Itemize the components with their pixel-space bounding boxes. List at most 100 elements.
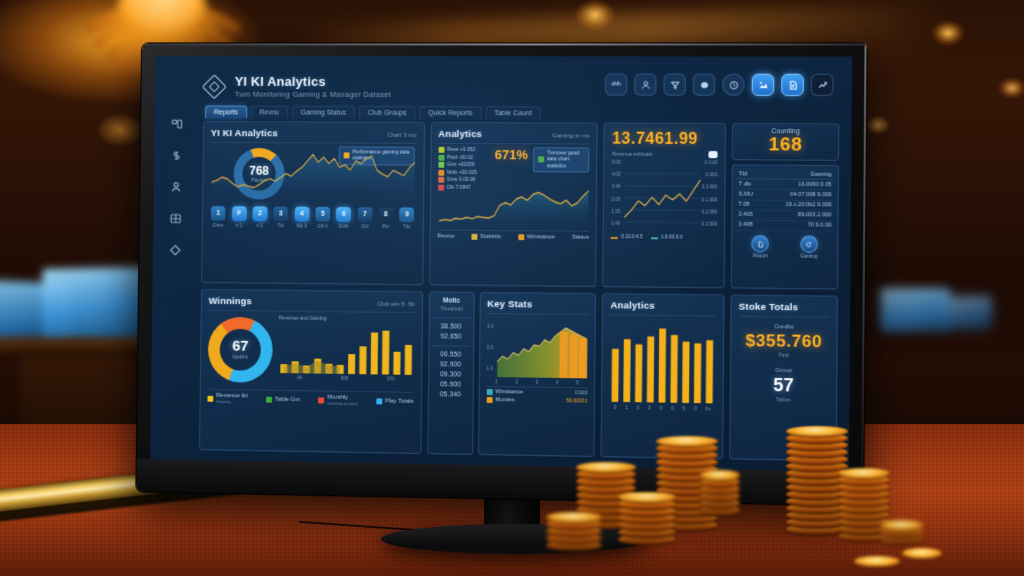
casino-chip [546,519,602,530]
quick-tile-7[interactable]: 6 Gmb [335,206,352,229]
table-row[interactable]: 3.405 89.003.2.000 [736,209,834,221]
quick-tile-5[interactable]: 4 Mo 3 [293,206,310,229]
casino-chip [880,534,924,545]
table-row[interactable]: T dls 16.0090 0.05 [736,179,834,190]
tab-table-count[interactable]: Table Count [485,106,541,120]
legend-swatch [486,388,493,395]
card-revenue-total[interactable]: 13.7461.99 Revenue estimate 5.00 4.00 3.40… [602,122,727,288]
quick-tile-1[interactable]: 1 Dime [210,206,227,228]
quick-tile-9[interactable]: 8 Pkr [377,207,394,229]
filter-icon[interactable] [663,73,686,96]
background-laptop-center [42,266,152,342]
card-action-link[interactable]: Chart 3 mo [387,132,417,139]
counter-action-2[interactable]: Gaming [800,235,818,260]
casino-chip [838,510,890,521]
counter-action-1[interactable]: Report [751,235,770,260]
desktop-monitor: YI KI Analytics Turn Monitoring Gaming &… [136,43,867,506]
x-tick: 0+ [705,406,712,412]
card-analytics[interactable]: Analytics Gaming in mo Reve +0.052 Prod -… [428,121,599,287]
tile-label: Clb 0 [317,223,328,229]
footer-legend-item[interactable]: Statistic [471,233,501,240]
quick-tile-6[interactable]: 5 Clb 0 [314,206,331,229]
chip-stack [838,468,890,548]
analytics-legend-list: Reve +0.052 Prod -00.02 Gmr +02050 Nmb +00.… [437,146,490,191]
card-action-link[interactable]: Gaming in mo [552,133,590,140]
winnings-bar-chart [280,330,413,375]
casino-chip [838,503,890,514]
sidebar-item-currency[interactable] [169,149,185,165]
tile-glyph: 7 [357,207,373,223]
footer-legend-item[interactable]: Status [572,234,589,240]
quick-tile-4[interactable]: 3 Tbl [272,206,289,228]
clock-icon[interactable] [722,73,745,96]
stats-column[interactable]: Motic Threshold 38.500 92.650 00.550 92.900… [426,290,475,455]
tab-club-groups[interactable]: Club Groups [358,105,416,119]
legend-swatch [375,397,382,404]
yiki-line-chart [210,146,416,205]
tab-gaming-status[interactable]: Gaming Status [291,105,356,119]
casino-chip [700,484,740,495]
casino-chip [786,440,848,451]
tile-glyph: F [231,206,247,222]
sidebar-item-settings[interactable] [167,243,183,259]
card-counter[interactable]: Counting 168 [731,122,840,161]
table-row[interactable]: 3.498 70.9.0.00 [736,220,834,232]
player-icon [169,180,183,196]
legend-row: Winstance 0.900 [486,388,587,396]
report-icon[interactable] [781,73,804,96]
quick-tile-8[interactable]: 7 Ghl [356,207,373,229]
card-counter-table[interactable]: Tbl Gaming T dls 16.0090 0.05 S.MU 04.07.008… [730,164,839,290]
legend-swatch [438,154,445,161]
sidebar-item-dashboard[interactable] [169,117,185,133]
user-account-icon[interactable] [634,73,657,96]
tab-quick-reports[interactable]: Quick Reports [419,106,482,120]
table-row[interactable]: S.MU 04.07.008 9.009 [736,189,834,201]
table-cell: 3.405 [736,209,763,221]
casino-chip [880,520,924,531]
counter-table: Tbl Gaming T dls 16.0090 0.05 S.MU 04.07.008… [736,169,834,232]
dashboard-icon [170,117,184,133]
chip-icon[interactable] [692,73,716,96]
footer-legend-item[interactable]: Winstance [517,233,555,240]
casino-chip [546,526,602,537]
x-tick: 0 [648,405,651,412]
card-key-stats[interactable]: Key Stats 3.0 2.0 1.0 [477,291,597,457]
casino-chip [786,524,848,535]
stat-value: 05.900 [439,381,462,389]
badge-line-2: statistics [546,162,567,169]
table-row[interactable]: T.08 19.x.20.0b2 9.009 [736,199,834,211]
legend-item: 1.9.00.9.0 [650,235,683,241]
tab-reports[interactable]: Reports [205,105,247,119]
stats-icon[interactable]: dMb [604,73,628,96]
counter-value: 168 [768,134,803,156]
casino-chip [786,503,848,514]
button-label: Gaming [800,254,818,260]
donut-value: 67 [232,337,249,355]
quick-tile-10[interactable]: 9 Ttls [398,207,415,229]
card-action-link[interactable]: Club win 5 .5b [376,301,415,308]
card-header: Key Stats [487,298,589,315]
card-yiki-analytics[interactable]: YI KI Analytics Chart 3 mo 768 Payout [201,121,425,285]
card-analytics-bars[interactable]: Analytics 0 1 3 0 0 0 0 0 0+ [600,292,725,460]
sidebar-item-tables[interactable] [168,212,184,228]
revenue-toggle[interactable] [708,151,718,159]
share-icon[interactable] [810,73,834,97]
casino-chip [576,476,636,487]
casino-chip [576,483,636,494]
footer-legend-item[interactable]: Revnu [437,233,454,239]
table-cell: 89.003.2.000 [762,210,834,221]
card-title: YI KI Analytics [210,128,278,140]
tab-revnu[interactable]: Revnu [250,105,289,119]
casino-chip [576,504,636,515]
chart-export-icon[interactable] [751,73,775,96]
card-winnings[interactable]: Winnings Club win 5 .5b 67 Gmbl b [199,288,423,454]
report-circle-icon [751,235,770,253]
key-stats-legend: Winstance 0.900 Monies 56.00001 [486,385,588,405]
sidebar-item-players[interactable] [168,180,184,196]
tab-bar: Reports Revnu Gaming Status Club Groups Quic… [205,105,541,120]
x-tick: 04 [297,374,303,380]
legend-value: 56.00001 [566,397,588,405]
